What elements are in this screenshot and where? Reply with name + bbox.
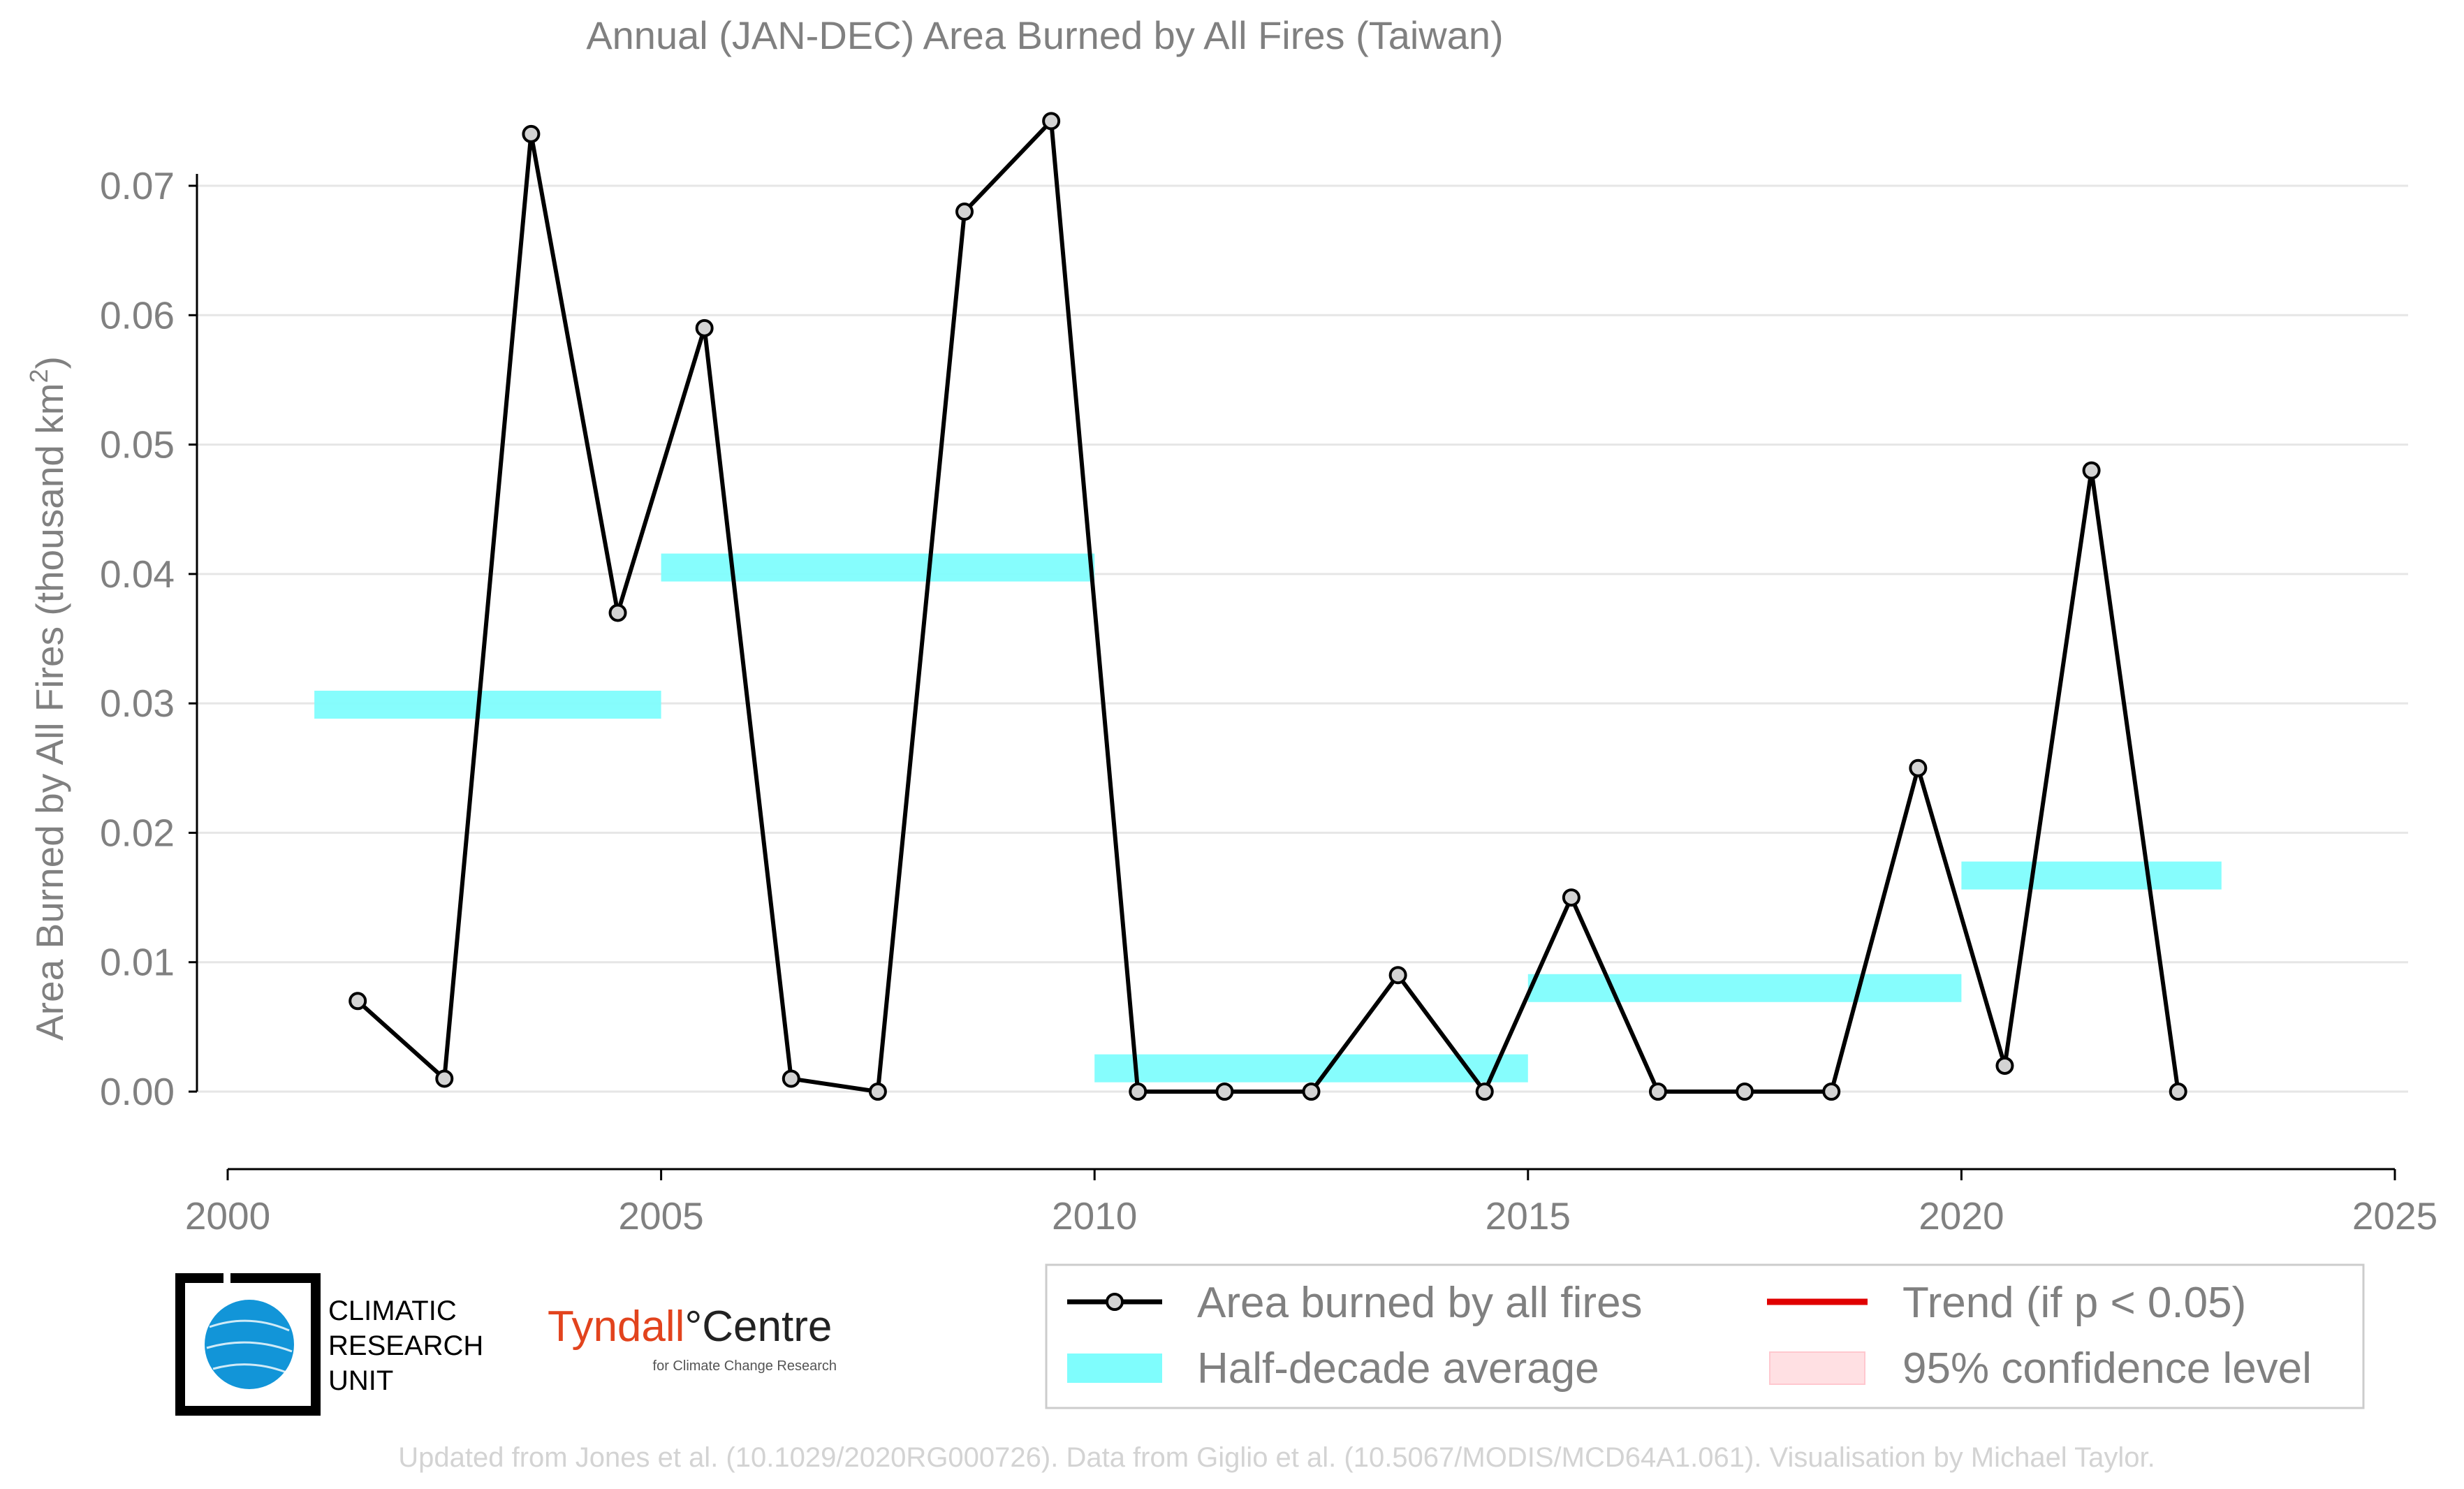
y-axis-ticks: 0.00 0.01 0.02 0.03 0.04 0.05 0.06 0.07 (100, 164, 197, 1113)
data-point (1129, 1083, 1147, 1101)
data-point (1475, 1083, 1494, 1101)
legend-label-area-burned: Area burned by all fires (1197, 1279, 1643, 1327)
data-point (782, 1069, 800, 1088)
tyndall-logo: Tyndall°Centre for Climate Change Resear… (548, 1303, 837, 1374)
x-tick-label: 2000 (185, 1194, 270, 1238)
data-point (955, 203, 974, 221)
cru-logo-right-bracket (272, 1273, 321, 1416)
legend-marker-area-burned (1106, 1293, 1124, 1311)
half-decade-average-band (314, 690, 661, 719)
data-point (2082, 461, 2101, 480)
y-tick-label: 0.04 (100, 552, 175, 596)
legend-label-confidence: 95% confidence level (1902, 1344, 2312, 1393)
y-tick-label: 0.07 (100, 164, 175, 207)
x-tick-label: 2015 (1486, 1194, 1571, 1238)
y-tick-label: 0.05 (100, 423, 175, 467)
half-decade-average-band (1961, 861, 2222, 890)
data-point (1388, 966, 1407, 985)
data-point (1215, 1083, 1234, 1101)
x-tick-label: 2005 (618, 1194, 703, 1238)
legend-label-trend: Trend (if p < 0.05) (1902, 1279, 2246, 1327)
data-point (608, 603, 627, 622)
data-point (1822, 1083, 1841, 1101)
data-point (2169, 1083, 2187, 1101)
legend: Area burned by all fires Trend (if p < 0… (1045, 1263, 2365, 1409)
x-tick-label: 2010 (1052, 1194, 1137, 1238)
data-point (868, 1083, 887, 1101)
data-point (1562, 888, 1581, 907)
series-line-area-burned (356, 119, 2180, 1094)
cru-logo-line3: UNIT (328, 1365, 393, 1396)
half-decade-average-band (1094, 1054, 1528, 1083)
y-tick-label: 0.06 (100, 293, 175, 337)
x-axis-ticks: 2000 2005 2010 2015 2020 2025 (185, 1169, 2437, 1238)
tyndall-logo-name: Tyndall°Centre (548, 1303, 832, 1351)
data-point (522, 124, 541, 143)
y-tick-label: 0.02 (100, 811, 175, 854)
data-point (1736, 1083, 1754, 1101)
cru-logo-left-bracket (175, 1273, 223, 1416)
data-point (1995, 1056, 2014, 1075)
half-decade-average-bands (314, 553, 2222, 1083)
y-tick-label: 0.03 (100, 682, 175, 725)
legend-box (1045, 1263, 2365, 1409)
data-point (435, 1069, 454, 1088)
series-area-burned (349, 112, 2187, 1101)
data-point (695, 318, 714, 337)
cru-logo: CLIMATIC RESEARCH UNIT (175, 1273, 483, 1416)
y-tick-label: 0.01 (100, 941, 175, 984)
data-point (1042, 112, 1061, 131)
tyndall-logo-tagline: for Climate Change Research (653, 1358, 837, 1374)
data-point (1648, 1083, 1667, 1101)
half-decade-average-band (1527, 974, 1962, 1002)
data-point (349, 992, 367, 1011)
y-axis-label: Area Burned by All Fires (thousand km2) (24, 356, 71, 1041)
x-tick-label: 2025 (2352, 1194, 2437, 1238)
legend-swatch-confidence (1769, 1351, 1865, 1385)
data-point (1909, 758, 1928, 777)
data-point (1302, 1083, 1321, 1101)
chart-title: Annual (JAN-DEC) Area Burned by All Fire… (586, 13, 1503, 57)
legend-swatch-half-decade (1067, 1354, 1162, 1383)
y-tick-label: 0.00 (100, 1070, 175, 1113)
footer-credits: Updated from Jones et al. (10.1029/2020R… (398, 1442, 2155, 1473)
cru-logo-line1: CLIMATIC (328, 1296, 457, 1326)
legend-label-half-decade: Half-decade average (1197, 1344, 1599, 1393)
half-decade-average-band (661, 553, 1095, 582)
gridlines (197, 184, 2408, 1093)
cru-logo-line2: RESEARCH (328, 1330, 483, 1361)
x-tick-label: 2020 (1919, 1194, 2004, 1238)
